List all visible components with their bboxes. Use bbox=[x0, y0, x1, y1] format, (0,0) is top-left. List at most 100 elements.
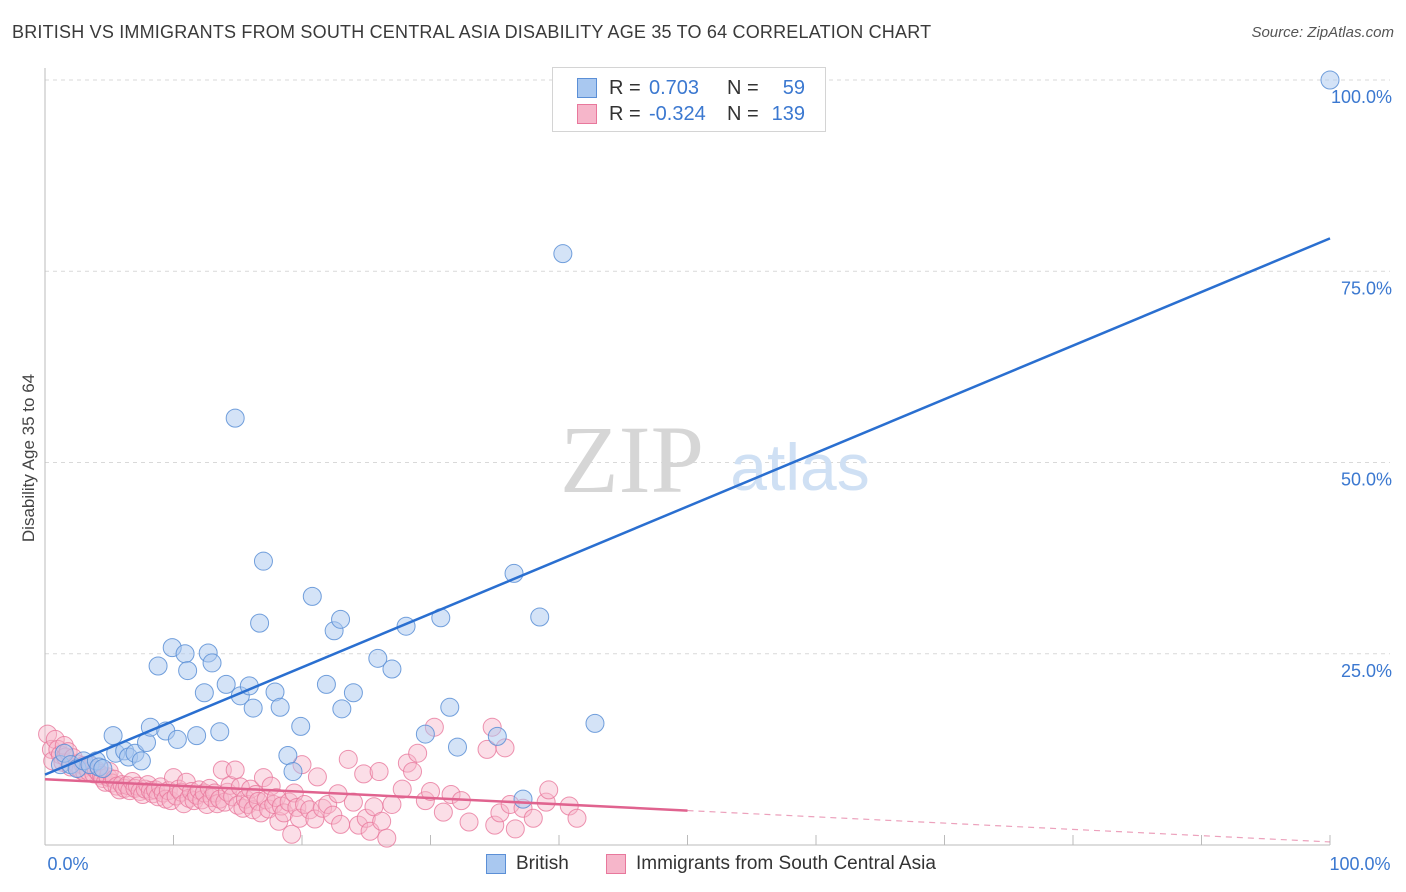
x-tick-labels: 0.0% 100.0% bbox=[47, 854, 1390, 874]
british-point bbox=[440, 697, 460, 717]
british-point bbox=[368, 648, 388, 668]
british-point bbox=[513, 789, 533, 809]
immigrants-point bbox=[228, 795, 248, 815]
immigrants-point bbox=[225, 760, 245, 780]
immigrants-point bbox=[248, 791, 268, 811]
british-point bbox=[210, 722, 230, 742]
british-point bbox=[131, 751, 151, 771]
correlation-legend: R = 0.703 N = 59 R = -0.324 N = 139 bbox=[552, 67, 826, 132]
legend-r-value: 0.703 bbox=[649, 76, 700, 99]
x-tick-label: 0.0% bbox=[47, 854, 88, 874]
y-axis-label: Disability Age 35 to 64 bbox=[19, 374, 38, 542]
immigrants-point bbox=[408, 743, 428, 763]
legend-r-value: -0.324 bbox=[649, 102, 706, 125]
british-point bbox=[382, 659, 402, 679]
immigrants-point bbox=[485, 815, 505, 835]
immigrants-point bbox=[433, 802, 453, 822]
british-point bbox=[270, 697, 290, 717]
british-point bbox=[278, 745, 298, 765]
bottom-legend-british: British bbox=[486, 853, 569, 875]
british-trend-line bbox=[44, 237, 1331, 776]
immigrants-point bbox=[354, 764, 374, 784]
british-point bbox=[316, 674, 336, 694]
legend-n-label: N = bbox=[727, 76, 759, 99]
immigrants-point bbox=[305, 809, 325, 829]
british-point bbox=[253, 551, 273, 571]
y-tick-labels: 25.0% 50.0% 75.0% 100.0% bbox=[1331, 87, 1392, 681]
x-tick-label: 100.0% bbox=[1329, 854, 1390, 874]
immigrants-point bbox=[274, 803, 294, 823]
chart-source: Source: ZipAtlas.com bbox=[1251, 24, 1394, 41]
immigrants-point bbox=[415, 791, 435, 811]
immigrants-point bbox=[282, 824, 302, 844]
immigrants-point bbox=[369, 762, 389, 782]
immigrants-point bbox=[307, 767, 327, 787]
watermark-zip: ZIP bbox=[560, 406, 704, 513]
immigrants-point bbox=[505, 819, 525, 839]
immigrants-point bbox=[567, 808, 587, 828]
immigrants-point bbox=[343, 792, 363, 812]
immigrants-point bbox=[459, 812, 479, 832]
british-points bbox=[50, 70, 1340, 809]
british-point bbox=[194, 683, 214, 703]
british-point bbox=[343, 683, 363, 703]
british-point bbox=[553, 244, 573, 264]
immigrants-point bbox=[382, 794, 402, 814]
legend-n-value: 59 bbox=[782, 76, 805, 99]
british-point bbox=[332, 699, 352, 719]
legend-r-label: R = bbox=[609, 76, 641, 99]
immigrants-swatch bbox=[577, 104, 597, 124]
bottom-legend-british-label: British bbox=[516, 853, 569, 874]
immigrants-point bbox=[403, 762, 423, 782]
immigrants-point bbox=[377, 828, 397, 848]
british-point bbox=[447, 737, 467, 757]
y-tick-label: 50.0% bbox=[1341, 470, 1392, 490]
gridlines bbox=[45, 79, 1390, 655]
trend-lines bbox=[44, 237, 1331, 843]
british-point bbox=[103, 726, 123, 746]
immigrants-point bbox=[295, 794, 315, 814]
bottom-legend-immigrants-label: Immigrants from South Central Asia bbox=[636, 853, 936, 874]
watermark-atlas: atlas bbox=[730, 430, 869, 504]
british-point bbox=[225, 408, 245, 428]
british-point bbox=[530, 607, 550, 627]
y-tick-label: 100.0% bbox=[1331, 87, 1392, 107]
watermark: ZIP atlas bbox=[560, 406, 870, 513]
british-point bbox=[302, 586, 322, 606]
british-point bbox=[585, 713, 605, 733]
british-point bbox=[291, 716, 311, 736]
immigrants-point bbox=[220, 775, 240, 795]
british-point bbox=[148, 656, 168, 676]
legend-row-immigrants: R = -0.324 N = 139 bbox=[577, 102, 805, 126]
immigrants-point bbox=[338, 749, 358, 769]
british-point bbox=[175, 644, 195, 664]
chart-title: BRITISH VS IMMIGRANTS FROM SOUTH CENTRAL… bbox=[12, 22, 932, 42]
immigrants-point bbox=[372, 811, 392, 831]
legend-n-label: N = bbox=[727, 102, 759, 125]
bottom-legend-immigrants: Immigrants from South Central Asia bbox=[606, 853, 936, 875]
immigrants-swatch bbox=[606, 854, 626, 874]
axes bbox=[44, 68, 1331, 846]
legend-n-value: 139 bbox=[771, 102, 805, 125]
legend-row-british: R = 0.703 N = 59 bbox=[577, 76, 805, 100]
british-point bbox=[187, 726, 207, 746]
british-point bbox=[250, 613, 270, 633]
british-point bbox=[167, 729, 187, 749]
y-tick-label: 25.0% bbox=[1341, 661, 1392, 681]
immigrants-point bbox=[117, 775, 137, 795]
british-point bbox=[415, 724, 435, 744]
british-point bbox=[243, 698, 263, 718]
british-point bbox=[1320, 70, 1340, 90]
british-point bbox=[331, 609, 351, 629]
legend-r-label: R = bbox=[609, 102, 641, 125]
immigrants-point bbox=[539, 780, 559, 800]
british-swatch bbox=[577, 78, 597, 98]
british-swatch bbox=[486, 854, 506, 874]
immigrants-point bbox=[523, 808, 543, 828]
immigrants-point bbox=[349, 815, 369, 835]
british-point bbox=[178, 661, 198, 681]
british-point bbox=[216, 674, 236, 694]
british-point bbox=[202, 653, 222, 673]
british-point bbox=[93, 759, 113, 778]
